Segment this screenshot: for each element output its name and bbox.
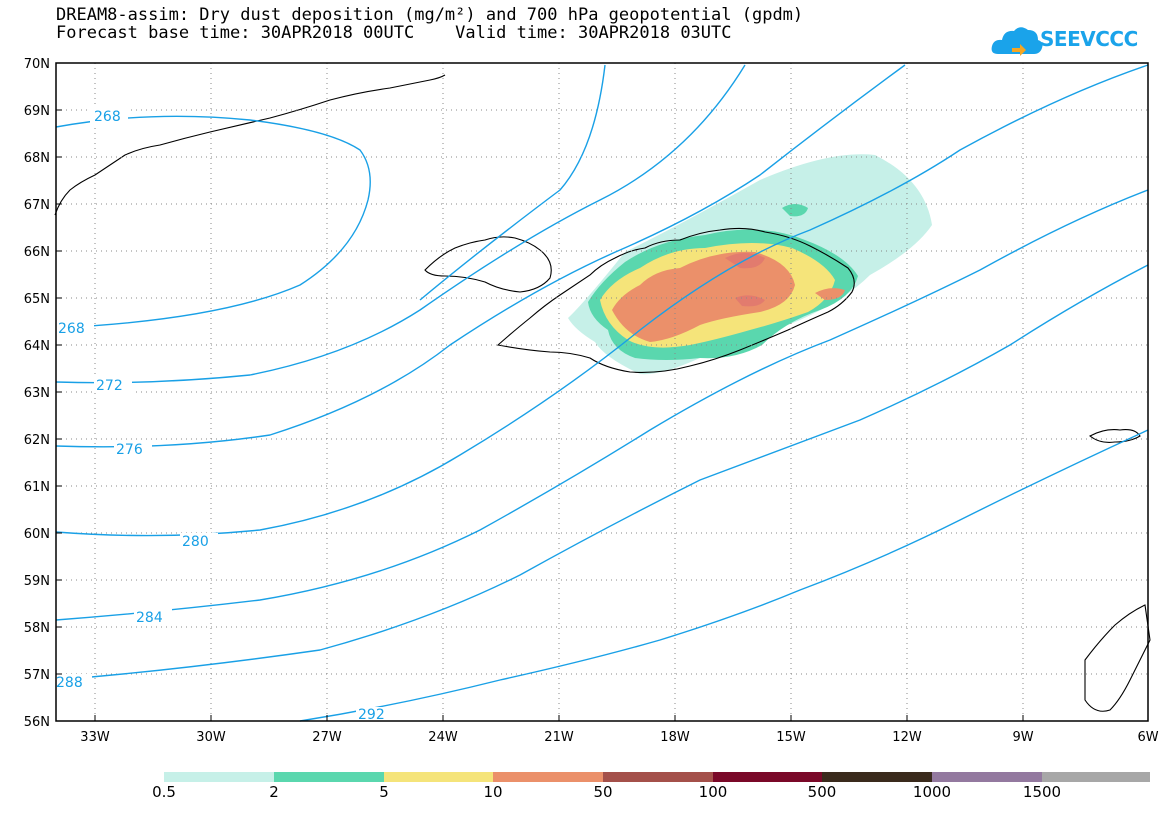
scotland-coast — [1084, 604, 1151, 712]
map-subtitle: Forecast base time: 30APR2018 00UTC Vali… — [56, 23, 732, 43]
contour-284 — [55, 189, 1149, 621]
coastline — [54, 74, 1151, 712]
contour-label: 268 — [94, 109, 121, 125]
contour-label: 268 — [58, 321, 85, 337]
longitude-labels: 33W 30W 27W 24W 21W 18W 15W 12W 9W 6W — [80, 730, 1158, 745]
contour-label: 288 — [56, 675, 83, 691]
lat-label: 68N — [24, 151, 50, 166]
lon-label: 9W — [1012, 730, 1033, 745]
logo-text: SEEVCCC — [1040, 27, 1138, 51]
legend-swatch — [822, 772, 932, 782]
legend-label: 500 — [807, 783, 837, 801]
contour-272 — [55, 64, 746, 384]
contour-268-west — [55, 115, 371, 329]
legend-label: 1000 — [912, 783, 952, 801]
contour-288 — [55, 264, 1149, 681]
lat-label: 56N — [24, 715, 50, 730]
legend-label: 1500 — [1022, 783, 1062, 801]
legend-label: 100 — [698, 783, 728, 801]
westfjords-coast — [424, 236, 552, 293]
faroe-coast — [1089, 429, 1141, 443]
lat-label: 62N — [24, 433, 50, 448]
legend-colorbar — [164, 772, 1150, 782]
lat-label: 67N — [24, 198, 50, 213]
latitude-labels: 70N 69N 68N 67N 66N 65N 64N 63N 62N 61N … — [24, 57, 50, 730]
lon-label: 15W — [776, 730, 806, 745]
lon-label: 30W — [196, 730, 226, 745]
dust-level-50-b — [735, 295, 765, 307]
contour-280 — [55, 64, 1149, 537]
legend-label: 5 — [379, 783, 389, 801]
legend-swatch — [384, 772, 493, 782]
legend-label: 50 — [593, 783, 613, 801]
lon-label: 33W — [80, 730, 110, 745]
lat-label: 69N — [24, 104, 50, 119]
lon-label: 24W — [428, 730, 458, 745]
legend-swatch — [493, 772, 603, 782]
lat-label: 59N — [24, 574, 50, 589]
lat-label: 57N — [24, 668, 50, 683]
lat-label: 65N — [24, 292, 50, 307]
dust-deposition-field — [568, 154, 932, 375]
contour-label: 292 — [358, 707, 385, 723]
contour-label: 284 — [136, 610, 163, 626]
geopotential-contours — [55, 64, 1149, 722]
legend-swatch — [164, 772, 274, 782]
lon-label: 27W — [312, 730, 342, 745]
lon-label: 18W — [660, 730, 690, 745]
legend-label: 10 — [483, 783, 503, 801]
lat-label: 61N — [24, 480, 50, 495]
greenland-coast — [54, 74, 446, 216]
legend-swatch — [932, 772, 1042, 782]
map-title: DREAM8-assim: Dry dust deposition (mg/m²… — [56, 5, 804, 25]
legend-swatch — [1042, 772, 1150, 782]
lon-label: 12W — [892, 730, 922, 745]
contour-labels: 268 268 272 276 280 284 288 292 — [54, 108, 394, 723]
gridlines — [56, 63, 1148, 721]
iceland-coast — [496, 227, 855, 373]
dust-level-10-spot — [815, 288, 845, 300]
contour-292 — [299, 429, 1149, 722]
tick-marks — [56, 109, 1024, 721]
legend-label: 0.5 — [152, 783, 176, 801]
legend-label: 2 — [269, 783, 279, 801]
lon-label: 21W — [544, 730, 574, 745]
lat-label: 66N — [24, 245, 50, 260]
dust-level-10 — [612, 251, 795, 342]
lat-label: 63N — [24, 386, 50, 401]
contour-label: 280 — [182, 534, 209, 550]
dust-level-2-spot — [782, 204, 808, 217]
legend-swatch — [603, 772, 713, 782]
lon-label: 6W — [1137, 730, 1158, 745]
lat-label: 58N — [24, 621, 50, 636]
contour-label: 272 — [96, 378, 123, 394]
legend-swatch — [274, 772, 384, 782]
contour-label: 276 — [116, 442, 143, 458]
legend-swatch — [713, 772, 822, 782]
contour-268-east — [419, 64, 606, 301]
lat-label: 64N — [24, 339, 50, 354]
lat-label: 60N — [24, 527, 50, 542]
lat-label: 70N — [24, 57, 50, 72]
cloud-logo-icon — [991, 27, 1043, 56]
contour-276 — [55, 64, 906, 448]
